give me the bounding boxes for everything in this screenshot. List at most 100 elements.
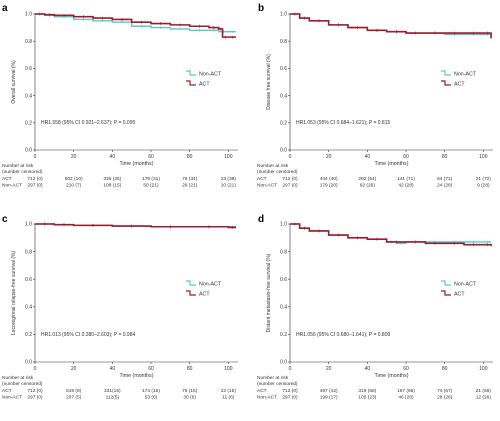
risk-table-subtitle: (number censored) [2,381,43,387]
series-line-act [290,223,492,247]
y-tick-label: 0.6 [25,66,32,72]
risk-row-label: ACT [2,176,12,182]
x-tick-label: 60 [148,154,154,160]
x-tick-label: 80 [187,154,193,160]
risk-cell: 23 (38) [221,176,237,182]
risk-cell: 335 (25) [103,176,121,182]
x-tick-label: 100 [224,366,233,372]
risk-cell: 105 (23) [358,395,376,401]
panel-letter: d [258,214,264,225]
risk-cell: 9 (28) [477,183,490,189]
legend-swatch [186,280,196,286]
risk-cell: 79 (15) [182,388,198,394]
risk-cell: 64 (71) [437,176,453,182]
y-tick-label: 0.2 [25,121,32,127]
risk-cell: 21 (72) [476,176,492,182]
risk-cell: 167 (66) [397,388,415,394]
risk-cell: 46 (26) [398,395,414,401]
y-tick-label: 0.0 [280,148,287,154]
legend-swatch [441,290,451,296]
x-tick-label: 40 [110,154,116,160]
hazard-ratio-annotation: HR1.013 (95% CI 0.380–2.603); P = 0.984 [41,332,135,338]
x-tick-label: 0 [34,366,37,372]
panel-c: c 0.0 0.2 0.4 0.6 0.8 1.0 0 20 40 60 80 100 Locoregio… [2,214,238,401]
legend-swatch [441,70,451,76]
y-tick-label: 0.8 [280,249,287,255]
panel-letter: a [2,3,8,14]
legend-swatch [186,290,196,296]
legend-label: ACT [199,292,210,298]
x-tick-label: 100 [479,366,488,372]
x-tick-label: 0 [289,154,292,160]
x-axis-label: Time (months) [375,373,409,379]
risk-cell: 50 (21) [143,183,159,189]
risk-cell: 519 (8) [66,388,82,394]
y-tick-label: 0.8 [25,39,32,45]
risk-row-label: Non-ACT [257,183,277,189]
y-tick-label: 0.0 [25,360,32,366]
hazard-ratio-annotation: HR1.053 (95% CI 0.684–1.621); P = 0.815 [296,120,390,126]
risk-cell: 502 (10) [65,176,83,182]
risk-cell: 174 (15) [142,388,160,394]
hazard-ratio-annotation: HR1.558 (95% CI 0.921–2.637); P = 0.095 [41,120,135,126]
legend-label: Non-ACT [454,282,477,288]
y-tick-label: 0.0 [25,148,32,154]
x-tick-label: 20 [71,366,77,372]
y-axis-label: Overall survival (%) [11,60,17,104]
risk-row-label: Non-ACT [2,395,22,401]
risk-cell: 29 (21) [182,183,198,189]
risk-table-title: Number at risk [257,163,289,169]
x-axis-label: Time (months) [120,373,154,379]
series-line-non-act [35,13,237,33]
y-tick-label: 0.6 [280,277,287,283]
y-tick-label: 0.0 [280,360,287,366]
y-tick-label: 1.0 [280,222,287,228]
x-tick-label: 60 [403,154,409,160]
risk-cell: 10 (21) [221,183,237,189]
series-line-act [290,13,492,39]
panel-b: b 0.0 0.2 0.4 0.6 0.8 1.0 0 20 40 60 80 100 Disease f… [257,3,493,189]
y-tick-label: 0.8 [25,249,32,255]
risk-cell: 176 (31) [142,176,160,182]
risk-table-title: Number at risk [257,375,289,381]
legend-swatch [441,280,451,286]
risk-row-label: ACT [2,388,12,394]
hazard-ratio-annotation: HR1.056 (95% CI 0.680–1.641); P = 0.809 [296,332,390,338]
x-tick-label: 60 [403,366,409,372]
x-tick-label: 60 [148,366,154,372]
legend-label: ACT [454,82,465,88]
y-tick-label: 1.0 [25,222,32,228]
risk-cell: 297 (0) [282,395,298,401]
risk-cell: 21 (68) [476,388,492,394]
x-tick-label: 100 [479,154,488,160]
risk-cell: 319 (58) [358,388,376,394]
x-tick-label: 80 [442,154,448,160]
risk-cell: 30 (6) [183,395,196,401]
risk-table-subtitle: (number censored) [2,169,43,175]
x-tick-label: 20 [326,366,332,372]
x-tick-label: 20 [71,154,77,160]
risk-cell: 42 (28) [398,183,414,189]
panel-letter: b [258,3,264,14]
legend-label: Non-ACT [199,282,222,288]
risk-cell: 297 (0) [282,183,298,189]
legend-label: ACT [454,292,465,298]
risk-cell: 497 (42) [320,388,338,394]
legend-swatch [441,80,451,86]
series-line-act [35,13,237,38]
risk-cell: 28 (26) [437,395,453,401]
risk-table-subtitle: (number censored) [257,381,298,387]
x-tick-label: 0 [289,366,292,372]
risk-table-subtitle: (number censored) [257,169,298,175]
risk-cell: 199 (17) [320,395,338,401]
x-axis-label: Time (months) [120,161,154,167]
risk-table-title: Number at risk [2,163,34,169]
risk-cell: 53 (6) [145,395,158,401]
y-tick-label: 0.6 [25,277,32,283]
legend-label: Non-ACT [199,72,222,78]
y-tick-label: 0.4 [280,93,287,99]
risk-row-label: ACT [257,176,267,182]
risk-cell: 712 (0) [27,388,43,394]
y-tick-label: 0.4 [25,305,32,311]
y-tick-label: 0.2 [25,332,32,338]
